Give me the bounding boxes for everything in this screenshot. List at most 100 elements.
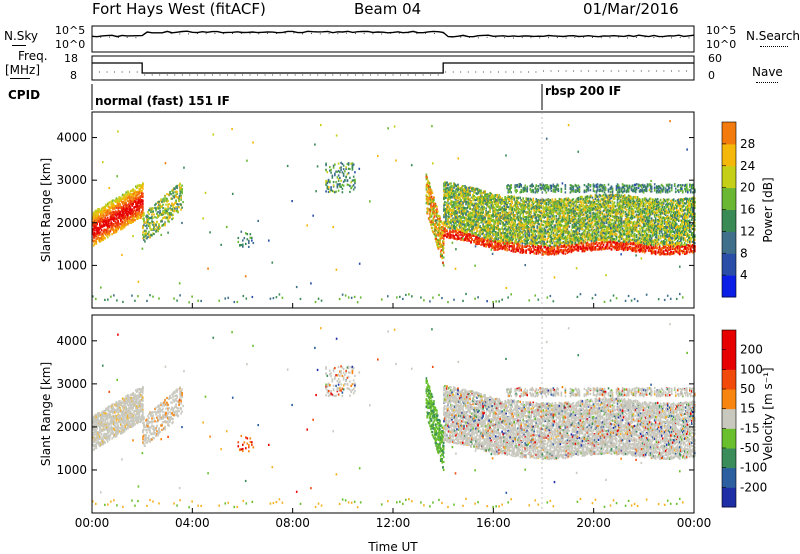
power-cell (173, 186, 175, 190)
power-cell (522, 248, 525, 251)
power-cell (107, 230, 110, 234)
power-cell (476, 219, 478, 223)
power-cell (484, 238, 486, 241)
power-cell (498, 196, 500, 199)
power-cell (141, 205, 143, 208)
power-cell (460, 219, 462, 223)
power-cell (171, 207, 173, 211)
power-cell (325, 179, 327, 183)
power-cell (140, 203, 142, 206)
power-cell (460, 210, 462, 214)
power-cell (479, 200, 481, 203)
power-cell (477, 234, 479, 237)
power-cell (472, 219, 474, 222)
power-cell (456, 216, 458, 219)
power-cell (161, 213, 163, 216)
power-cell (448, 221, 450, 224)
power-cell (494, 203, 496, 206)
power-cell (491, 214, 493, 217)
power-cell (466, 188, 468, 191)
power-cell (520, 217, 523, 220)
power-cell (100, 211, 103, 214)
power-cell (111, 212, 113, 215)
power-cell (524, 231, 527, 234)
power-cell (451, 195, 453, 198)
power-cell (477, 224, 479, 228)
power-cell (487, 218, 489, 222)
power-cell (479, 213, 481, 217)
power-cell (513, 244, 515, 247)
power-cell (138, 209, 141, 212)
power-cell (482, 228, 484, 231)
power-cell (95, 239, 98, 243)
power-cell (534, 200, 537, 203)
power-cell (539, 205, 542, 208)
power-cell (456, 227, 458, 230)
power-cell (160, 205, 162, 209)
power-cell (460, 230, 462, 234)
power-cell (455, 230, 457, 233)
power-cell (133, 206, 135, 209)
power-cell (436, 244, 439, 247)
power-cell (481, 239, 483, 242)
power-cell (492, 245, 494, 248)
power-cell (175, 206, 177, 209)
power-cell (94, 234, 97, 237)
power-cell (484, 236, 486, 239)
power-cell (469, 213, 471, 216)
power-cell (479, 199, 481, 202)
power-cell (495, 227, 497, 231)
power-cell (120, 219, 122, 222)
power-cell (101, 225, 104, 228)
power-cell (502, 221, 504, 224)
power-cell (535, 230, 538, 233)
power-cell (525, 201, 528, 204)
power-cell (173, 196, 175, 199)
power-cell (514, 241, 517, 244)
power-cell (335, 170, 337, 173)
power-cell (425, 178, 428, 181)
power-cell (155, 202, 157, 205)
power-cell (467, 224, 469, 227)
power-cell (547, 200, 550, 203)
power-cell (103, 232, 106, 235)
power-cell (491, 194, 493, 198)
power-cell (505, 246, 507, 249)
power-cell (127, 219, 130, 222)
power-cell (462, 204, 464, 207)
power-cell (148, 216, 150, 220)
power-cell (167, 199, 169, 202)
power-cell (478, 230, 480, 233)
power-cell (110, 214, 113, 217)
power-cell (529, 218, 532, 221)
power-cell (490, 204, 492, 207)
power-cell (547, 247, 550, 250)
power-cell (533, 252, 536, 255)
power-cell (473, 216, 475, 219)
power-cell (475, 241, 477, 244)
power-cell (466, 238, 468, 241)
power-cell (132, 202, 134, 206)
power-cell (468, 239, 470, 242)
power-cell (122, 204, 125, 208)
power-cell (330, 188, 332, 191)
power-cell (121, 223, 124, 226)
power-cell (453, 210, 455, 213)
power-cell (437, 243, 440, 246)
power-cell (469, 190, 471, 193)
power-cell (465, 190, 467, 193)
power-cell (425, 188, 428, 191)
power-cell (174, 207, 176, 210)
power-cell (537, 205, 540, 208)
power-cell (131, 208, 134, 211)
power-cell (132, 212, 134, 215)
power-cell (123, 194, 126, 197)
power-cell (455, 221, 457, 225)
power-cell (461, 238, 463, 241)
power-cell (491, 246, 493, 250)
power-cell (463, 223, 465, 226)
power-cell (445, 190, 447, 193)
power-cell (135, 198, 138, 201)
power-cell (514, 202, 517, 205)
power-cell (540, 219, 543, 223)
